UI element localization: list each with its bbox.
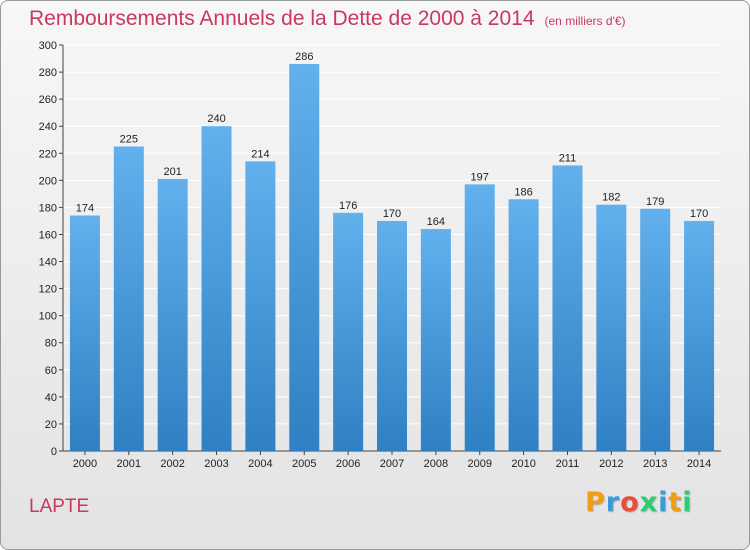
x-tick-label-2005: 2005 <box>292 458 316 470</box>
logo-letter: P <box>585 487 606 518</box>
bar-2010 <box>508 199 539 451</box>
y-tick-label: 300 <box>39 40 57 52</box>
y-tick-label: 280 <box>39 67 57 79</box>
commune-name: LAPTE <box>29 496 90 517</box>
value-label-2014: 170 <box>690 208 708 220</box>
value-label-2000: 174 <box>76 203 94 215</box>
logo-letter: i <box>658 487 669 518</box>
x-tick-label-2007: 2007 <box>380 458 404 470</box>
x-tick-label-2009: 2009 <box>467 458 491 470</box>
x-tick-label-2006: 2006 <box>336 458 360 470</box>
y-tick-label: 60 <box>45 365 57 377</box>
bar-2002 <box>157 178 188 452</box>
y-tick-label: 40 <box>45 392 57 404</box>
value-label-2009: 197 <box>471 171 489 183</box>
labels: 0 20 40 60 80 100 120 140 160 180 200 220 240 260 280 3… <box>39 40 712 470</box>
y-tick-label: 260 <box>39 94 57 106</box>
y-tick-label: 0 <box>51 446 57 458</box>
x-tick-label-2010: 2010 <box>511 458 535 470</box>
bar-2014 <box>684 220 715 451</box>
x-tick-label-2001: 2001 <box>117 458 141 470</box>
y-tick-label: 220 <box>39 148 57 160</box>
value-label-2013: 179 <box>646 196 664 208</box>
x-tick-label-2014: 2014 <box>687 458 711 470</box>
value-label-2008: 164 <box>427 216 445 228</box>
y-tick-label: 180 <box>39 202 57 214</box>
y-tick-label: 80 <box>45 338 57 350</box>
y-tick-label: 200 <box>39 175 57 187</box>
y-tick-label: 160 <box>39 229 57 241</box>
bar-2006 <box>333 212 364 451</box>
chart-title: Remboursements Annuels de la Dette de 20… <box>29 7 626 31</box>
value-label-2007: 170 <box>383 208 401 220</box>
y-tick-label: 120 <box>39 284 57 296</box>
y-tick-label: 140 <box>39 257 57 269</box>
logo-letter: t <box>668 487 683 518</box>
proxiti-logo[interactable]: Proxiti <box>585 487 693 518</box>
y-tick-label: 100 <box>39 311 57 323</box>
value-label-2002: 201 <box>163 166 181 178</box>
bars <box>69 63 715 452</box>
x-tick-label-2008: 2008 <box>424 458 448 470</box>
x-tick-label-2002: 2002 <box>160 458 184 470</box>
value-label-2011: 211 <box>559 152 577 164</box>
value-label-2001: 225 <box>120 134 138 146</box>
logo-letter: x <box>639 487 659 518</box>
y-tick-label: 240 <box>39 121 57 133</box>
bar-2005 <box>289 63 320 452</box>
x-tick-label-2003: 2003 <box>204 458 228 470</box>
y-tick-label: 20 <box>45 419 57 431</box>
bar-2007 <box>377 220 407 451</box>
bar-2003 <box>201 126 232 451</box>
chart-unit: (en milliers d'€) <box>544 14 626 28</box>
logo-letter: o <box>620 487 640 518</box>
bar-2000 <box>69 215 100 451</box>
bar-2001 <box>113 146 144 451</box>
logo-letter: i <box>682 487 693 518</box>
x-tick-label-2000: 2000 <box>73 458 97 470</box>
value-label-2012: 182 <box>602 192 620 204</box>
bar-2013 <box>640 208 671 451</box>
x-tick-label-2012: 2012 <box>599 458 623 470</box>
x-tick-label-2011: 2011 <box>556 458 580 470</box>
value-label-2003: 240 <box>207 113 225 125</box>
value-label-2006: 176 <box>339 200 357 212</box>
value-label-2010: 186 <box>514 186 532 198</box>
bar-2009 <box>464 184 495 452</box>
bar-2008 <box>420 229 451 451</box>
value-label-2005: 286 <box>295 51 313 63</box>
value-label-2004: 214 <box>251 148 269 160</box>
x-tick-label-2004: 2004 <box>248 458 272 470</box>
bar-2012 <box>596 204 627 451</box>
x-tick-label-2013: 2013 <box>643 458 667 470</box>
chart-title-text: Remboursements Annuels de la Dette de 20… <box>29 7 535 30</box>
logo-letter: r <box>605 487 621 518</box>
bar-2011 <box>552 165 583 452</box>
bar-2004 <box>245 161 276 452</box>
